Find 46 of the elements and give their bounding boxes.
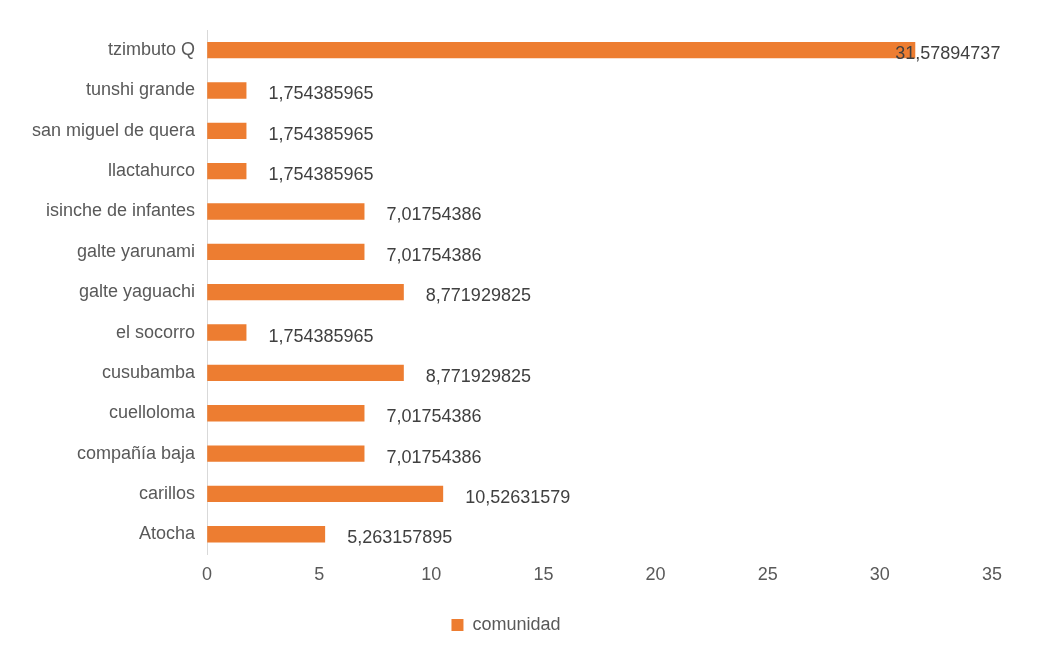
bar xyxy=(207,405,365,422)
data-label: 10,52631579 xyxy=(465,486,571,507)
data-label: 7,01754386 xyxy=(386,244,482,265)
x-tick-label: 35 xyxy=(981,564,1003,585)
data-label: 1,754385965 xyxy=(268,83,374,104)
x-tick-label: 5 xyxy=(314,564,325,585)
data-label: 1,754385965 xyxy=(268,325,374,346)
bar xyxy=(207,485,444,503)
x-tick-label: 30 xyxy=(869,564,890,585)
y-tick-label: galte yarunami xyxy=(77,240,196,261)
y-tick-label: Atocha xyxy=(139,523,197,544)
x-tick-label: 10 xyxy=(421,564,442,585)
data-label: 7,01754386 xyxy=(386,204,482,225)
bar xyxy=(207,122,247,140)
x-tick-label: 15 xyxy=(533,564,554,585)
data-label: 7,01754386 xyxy=(386,446,482,467)
y-tick-label: tzimbuto Q xyxy=(108,39,196,60)
x-tick-label: 25 xyxy=(757,564,778,585)
y-tick-label: el socorro xyxy=(116,321,196,342)
bar xyxy=(207,526,326,543)
bar xyxy=(207,203,365,220)
data-label: 7,01754386 xyxy=(386,406,482,427)
x-tick-label: 0 xyxy=(202,564,213,585)
legend-label: comunidad xyxy=(472,613,561,634)
x-tick-label: 20 xyxy=(645,564,666,585)
bar xyxy=(207,284,404,301)
y-tick-label: compañía baja xyxy=(77,442,197,463)
bar xyxy=(207,163,247,180)
bar xyxy=(207,324,247,341)
data-label: 1,754385965 xyxy=(268,164,374,185)
y-tick-label: cuelloloma xyxy=(109,402,197,423)
y-tick-label: isinche de infantes xyxy=(46,200,196,221)
y-tick-label: galte yaguachi xyxy=(79,281,196,302)
bar xyxy=(207,243,365,261)
bar xyxy=(207,82,247,99)
bar xyxy=(207,445,365,462)
bar xyxy=(207,364,404,382)
y-tick-label: carillos xyxy=(139,482,196,503)
data-label: 8,771929825 xyxy=(425,285,531,306)
y-tick-label: tunshi grande xyxy=(86,79,196,100)
y-tick-label: cusubamba xyxy=(102,361,197,382)
data-label: 5,263157895 xyxy=(347,527,453,548)
data-label: 1,754385965 xyxy=(268,123,374,144)
y-tick-label: llactahurco xyxy=(108,160,196,181)
y-tick-label: san miguel de quera xyxy=(32,119,197,140)
data-label: 8,771929825 xyxy=(425,365,531,386)
